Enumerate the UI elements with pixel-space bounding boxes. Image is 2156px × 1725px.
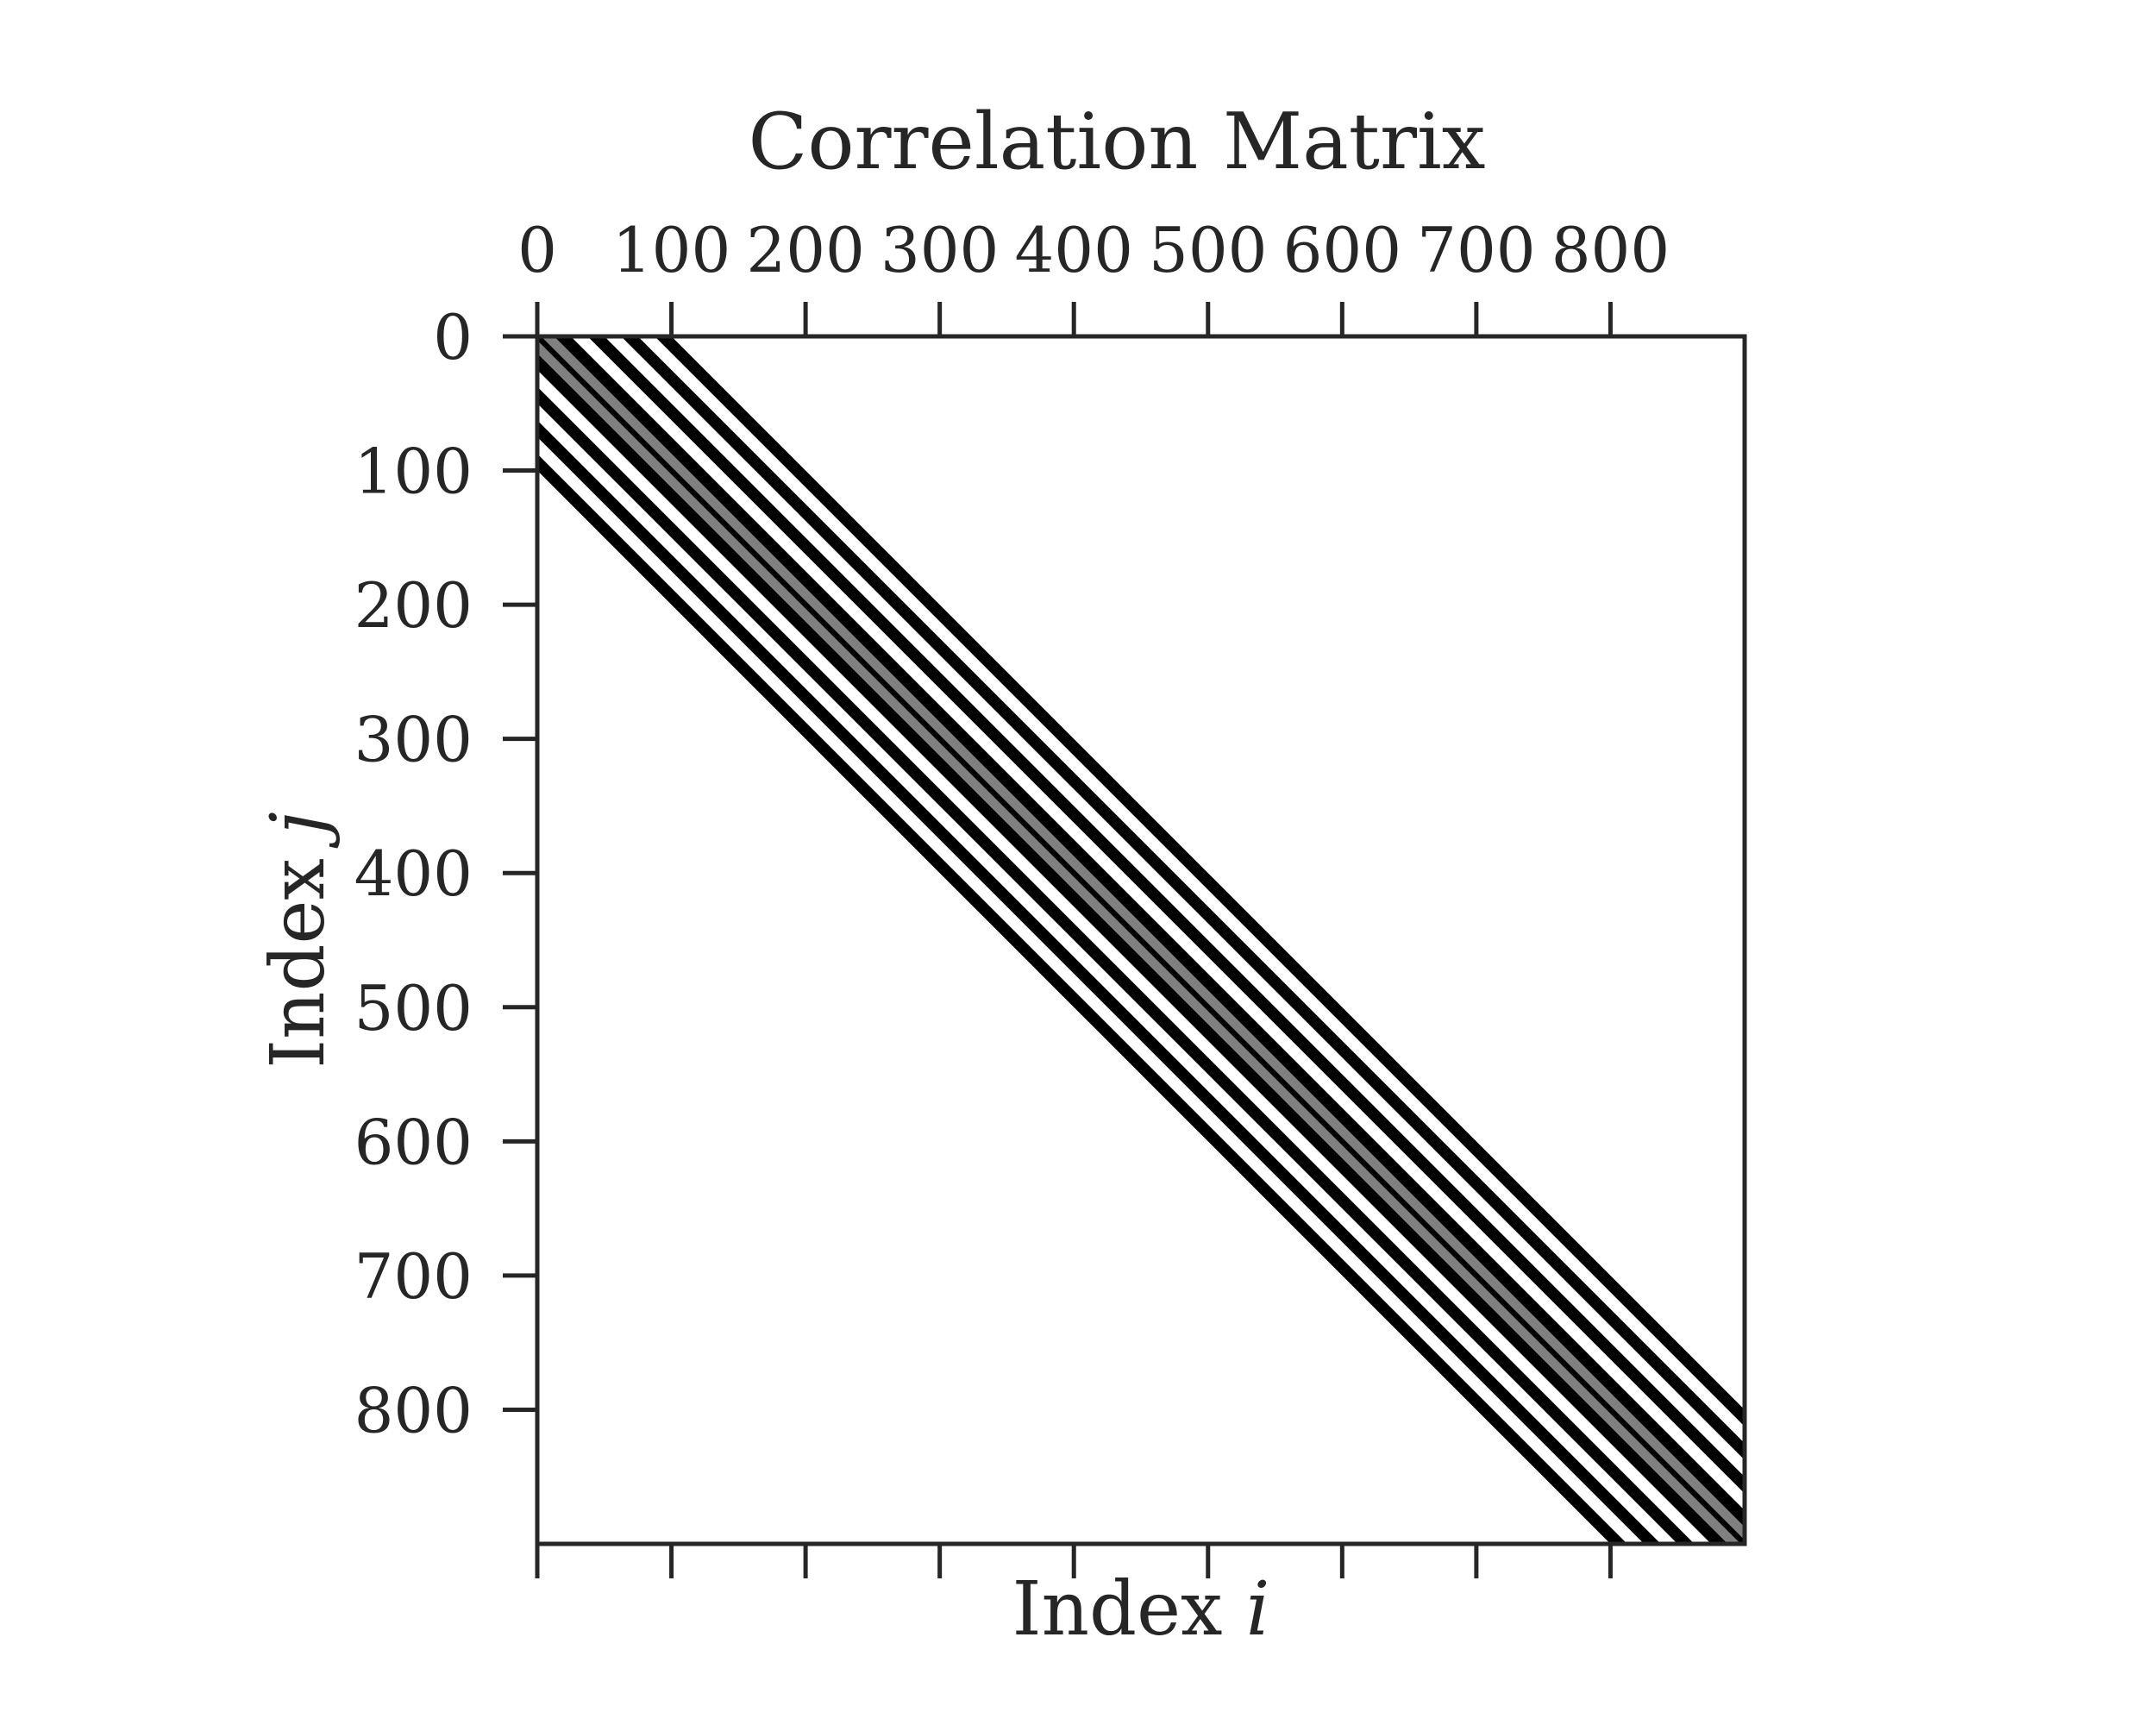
x-axis-title-prefix: Index: [1012, 1566, 1246, 1653]
y-axis-ticks: 0 100 200 300 400 500 600 700 800: [354, 301, 537, 1446]
heatmap-image: [537, 336, 1745, 1544]
y-tick-label-700: 700: [354, 1240, 473, 1313]
x-tick-label-0: 0: [517, 214, 557, 286]
heatmap-band-10: [554, 336, 1745, 1527]
y-tick-label-400: 400: [354, 837, 473, 910]
y-tick-label-200: 200: [354, 569, 473, 642]
y-tick-label-500: 500: [354, 972, 473, 1044]
x-tick-label-400: 400: [1015, 214, 1133, 286]
x-tick-label-600: 600: [1283, 214, 1401, 286]
heatmap-band-16: [655, 336, 1745, 1427]
heatmap-band-8: [537, 336, 1745, 1544]
x-tick-label-700: 700: [1417, 214, 1535, 286]
x-axis-bottom-ticks: [535, 1544, 1613, 1578]
heatmap-band-12: [587, 336, 1745, 1494]
x-axis-top-ticks: 0 100 200 300 400 500 600 700 800: [517, 214, 1670, 336]
x-axis-title: Index i: [1012, 1566, 1270, 1653]
y-tick-label-300: 300: [354, 704, 473, 776]
heatmap-band-14: [621, 336, 1745, 1460]
y-axis-title: Index j: [255, 812, 342, 1069]
y-tick-label-800: 800: [354, 1374, 473, 1446]
plot-area: [535, 334, 1747, 1546]
x-axis-title-variable: i: [1246, 1566, 1270, 1653]
y-tick-label-100: 100: [354, 436, 473, 508]
x-tick-label-500: 500: [1149, 214, 1267, 286]
y-tick-label-600: 600: [354, 1106, 473, 1178]
x-tick-label-200: 200: [746, 214, 864, 286]
x-tick-label-100: 100: [612, 214, 730, 286]
y-tick-label-0: 0: [433, 301, 473, 373]
y-axis-title-prefix: Index: [255, 835, 342, 1069]
heatmap-band-4: [537, 386, 1695, 1544]
heatmap-band-0: [537, 454, 1627, 1544]
heatmap-band-2: [537, 420, 1661, 1544]
plot-frame: [535, 334, 1747, 1546]
chart-title: Correlation Matrix: [748, 97, 1485, 187]
x-tick-label-300: 300: [881, 214, 999, 286]
x-tick-label-800: 800: [1551, 214, 1670, 286]
heatmap-bands: [537, 336, 1745, 1544]
heatmap-band-9: [541, 336, 1745, 1540]
